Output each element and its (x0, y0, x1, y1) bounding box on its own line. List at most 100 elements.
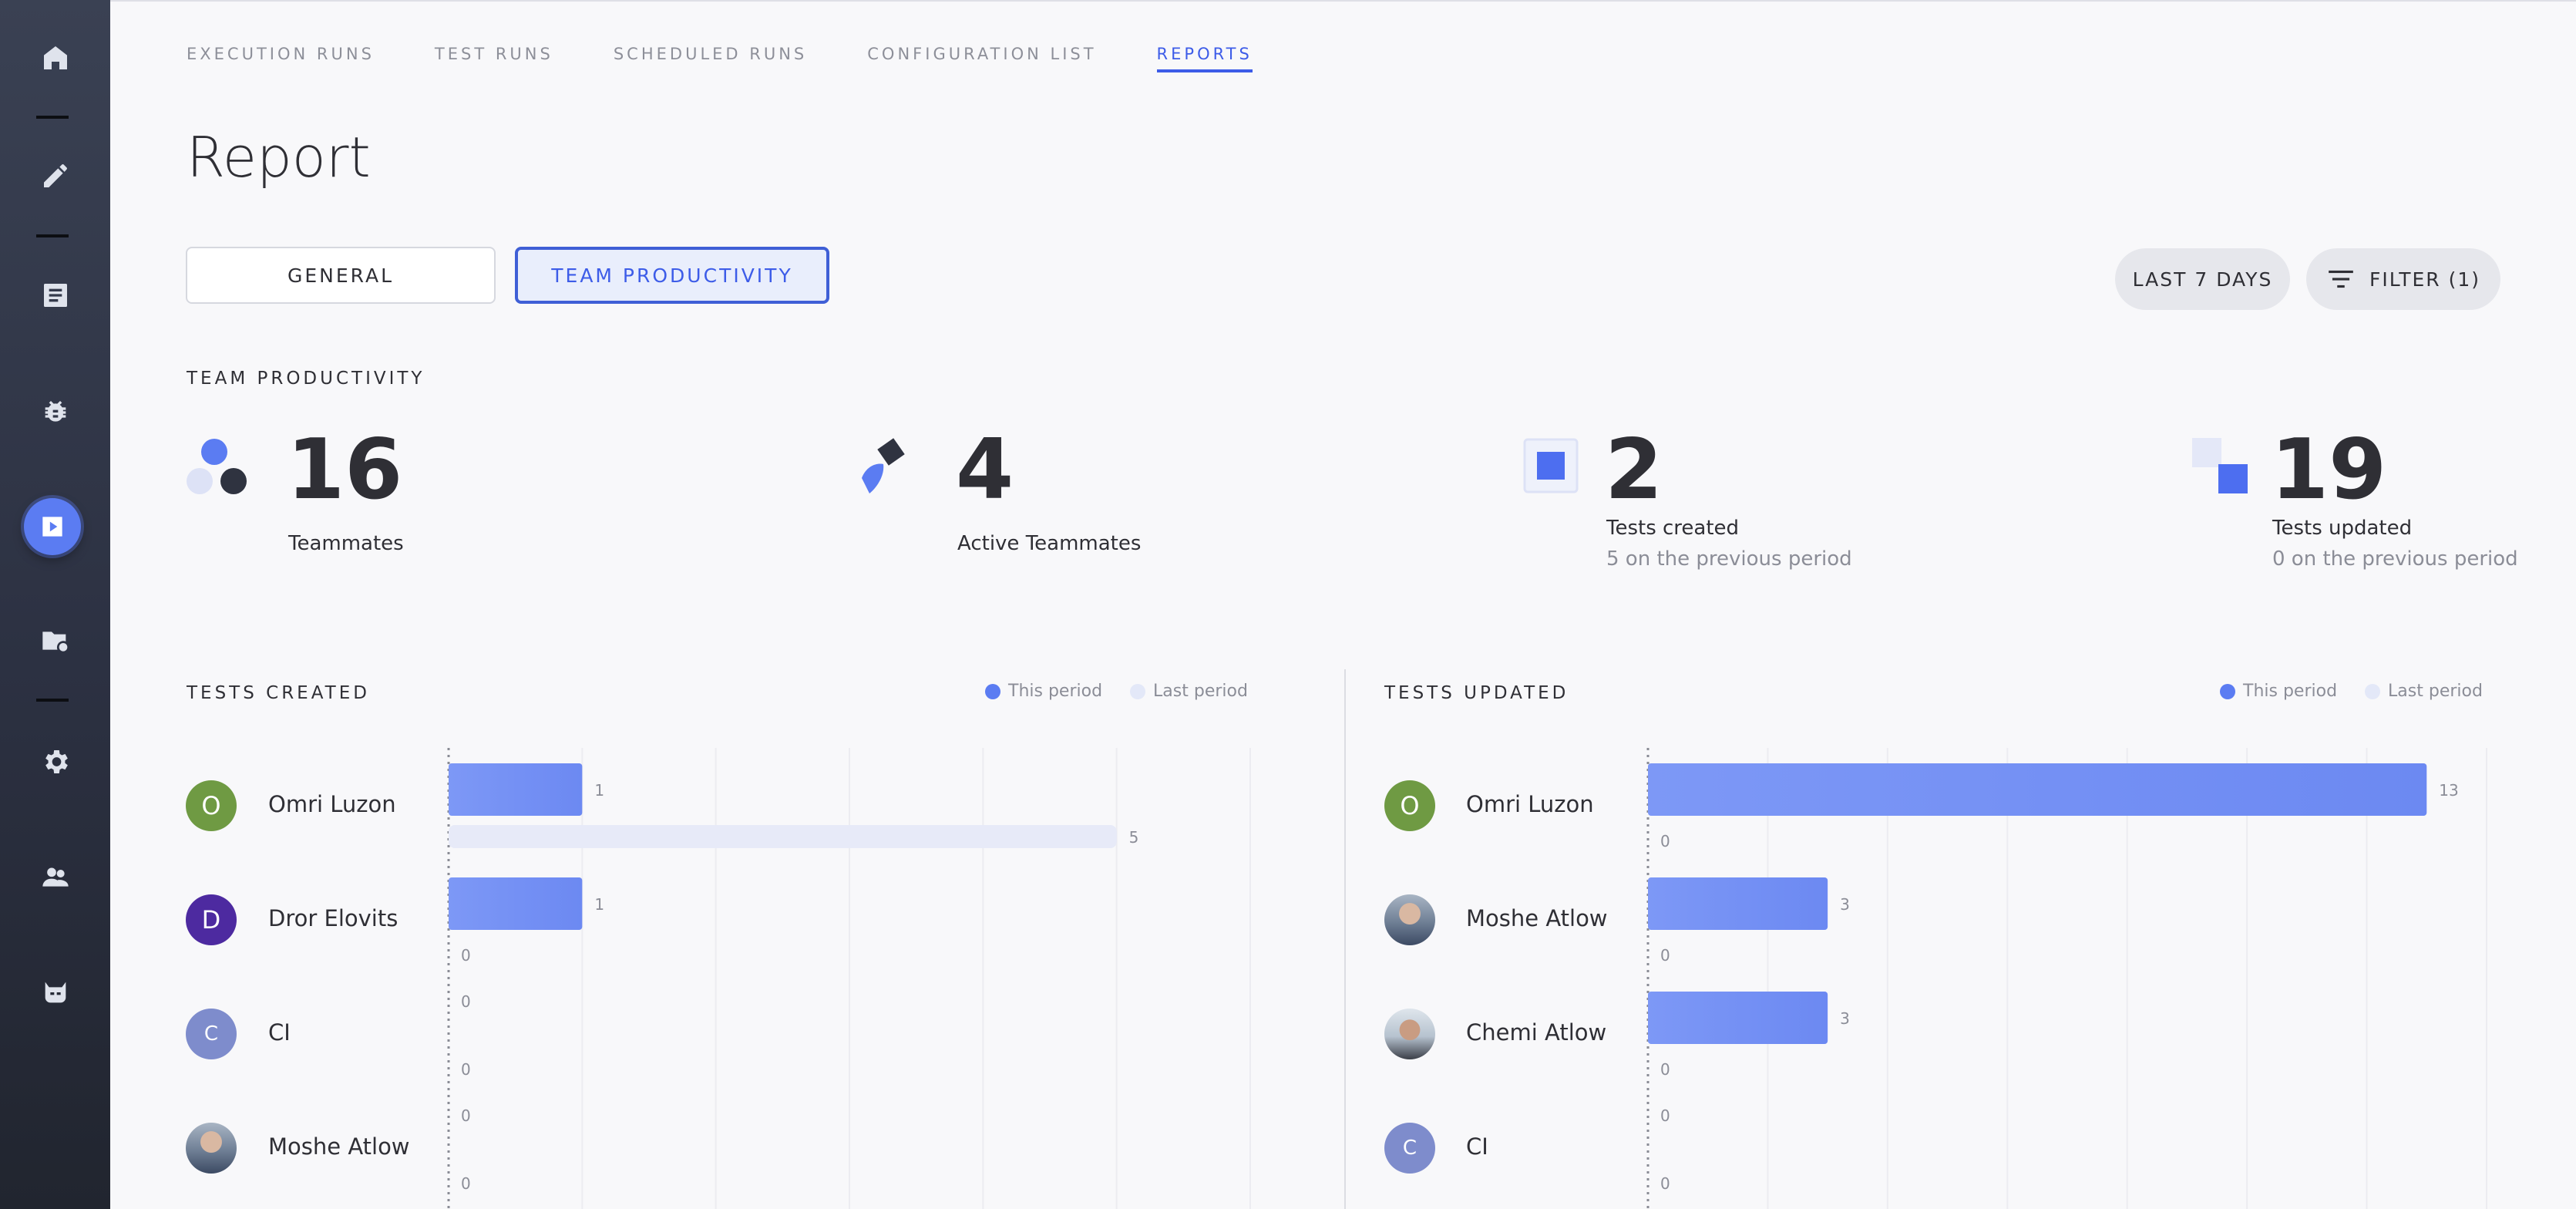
tests-updated-count: 19 (2271, 422, 2387, 518)
list-icon (43, 284, 67, 307)
tab-execution-runs[interactable]: EXECUTION RUNS (187, 45, 375, 63)
nav-editor[interactable] (0, 149, 110, 203)
nav-home[interactable] (0, 31, 110, 85)
bar-this-period (449, 877, 583, 930)
tests-updated-row-name: CI (1466, 1133, 1488, 1160)
bar-this-period (1648, 877, 1828, 930)
bar-value-label: 5 (1129, 828, 1139, 847)
avatar (186, 1123, 237, 1174)
bug-icon (45, 401, 66, 422)
tests-created-label: Tests created (1606, 517, 1740, 540)
nav-project-settings[interactable] (0, 614, 110, 668)
charts-divider (1344, 669, 1346, 1209)
filter-icon (2329, 270, 2353, 288)
tests-created-chart-title: TESTS CREATED (187, 683, 370, 703)
avatar: O (186, 780, 237, 831)
nav-runs[interactable] (24, 498, 81, 555)
tests-updated-row-name: Omri Luzon (1466, 791, 1594, 817)
nav-settings[interactable] (0, 735, 110, 789)
active-teammates-icon (862, 438, 905, 493)
bar-last-period (449, 825, 1117, 848)
bar-this-period (449, 763, 583, 816)
nav-bugs[interactable] (0, 386, 110, 439)
gear-icon (45, 750, 68, 773)
legend-label: This period (1008, 682, 1103, 701)
tests-updated-legend: This period Last period (2220, 682, 2510, 701)
page-title: Report (187, 125, 371, 190)
tests-created-row-name: Moshe Atlow (268, 1133, 410, 1160)
sidebar-divider (36, 234, 69, 237)
bar-value-label: 0 (1660, 1174, 1670, 1193)
tests-created-previous: 5 on the previous period (1606, 547, 1852, 571)
legend-label: Last period (2388, 682, 2483, 701)
tests-created-legend: This period Last period (985, 682, 1276, 701)
folder-settings-icon (42, 631, 67, 652)
tab-reports[interactable]: REPORTS (1156, 45, 1253, 72)
bar-value-label: 0 (461, 1106, 471, 1125)
bar-value-label: 1 (594, 781, 604, 800)
tab-scheduled-runs[interactable]: SCHEDULED RUNS (613, 45, 808, 63)
legend-dot (1130, 683, 1146, 699)
legend-label: Last period (1153, 682, 1248, 701)
tests-created-row-name: CI (268, 1019, 291, 1046)
avatar-initial: D (201, 905, 221, 935)
bar-this-period (1648, 992, 1828, 1044)
tab-test-runs[interactable]: TEST RUNS (434, 45, 553, 63)
legend-last-period: Last period (1130, 682, 1248, 701)
legend-this-period: This period (2220, 682, 2337, 701)
tests-updated-chart-title: TESTS UPDATED (1384, 683, 1569, 703)
tests-created-icon (1523, 438, 1579, 493)
home-icon (43, 46, 67, 69)
tests-updated-previous: 0 on the previous period (2272, 547, 2518, 571)
play-icon (42, 517, 62, 537)
top-tabs: EXECUTION RUNS TEST RUNS SCHEDULED RUNS … (187, 45, 1313, 72)
tests-created-row-name: Dror Elovits (268, 905, 399, 931)
avatar (1384, 1009, 1435, 1059)
bar-value-label: 0 (461, 1174, 471, 1193)
avatar-initial: O (1400, 791, 1420, 820)
bar-value-label: 0 (1660, 832, 1670, 850)
bar-value-label: 3 (1840, 895, 1850, 914)
avatar (1384, 894, 1435, 945)
team-productivity-button[interactable]: TEAM PRODUCTIVITY (515, 247, 829, 304)
bar-value-label: 3 (1840, 1009, 1850, 1028)
nav-extension[interactable] (0, 965, 110, 1019)
nav-tests[interactable] (0, 268, 110, 322)
tests-updated-row-name: Chemi Atlow (1466, 1019, 1607, 1046)
pencil-icon (43, 164, 67, 187)
avatar-initial: O (201, 791, 221, 820)
active-teammates-label: Active Teammates (957, 532, 1142, 555)
sidebar-divider (36, 116, 69, 119)
avatar-initial: C (1402, 1137, 1417, 1160)
tests-created-row-name: Omri Luzon (268, 791, 396, 817)
bar-value-label: 1 (594, 895, 604, 914)
tests-created-count: 2 (1605, 422, 1663, 518)
sidebar (0, 0, 110, 1209)
avatar: C (1384, 1123, 1435, 1174)
avatar: D (186, 894, 237, 945)
avatar: O (1384, 780, 1435, 831)
legend-last-period: Last period (2365, 682, 2483, 701)
tests-updated-chart: 13 0 3 0 3 0 0 0 (1646, 748, 2487, 1209)
filter-button[interactable]: FILTER (1) (2306, 248, 2500, 310)
period-button[interactable]: LAST 7 DAYS (2115, 248, 2290, 310)
bar-this-period (1648, 763, 2427, 816)
avatar-initial: C (203, 1022, 219, 1046)
team-icon (42, 867, 69, 887)
bar-value-label: 0 (1660, 946, 1670, 965)
avatar: C (186, 1009, 237, 1059)
nav-team[interactable] (0, 850, 110, 904)
bar-value-label: 0 (1660, 1060, 1670, 1079)
top-border (110, 0, 2576, 2)
stats-section-title: TEAM PRODUCTIVITY (187, 369, 425, 389)
bar-value-label: 0 (1660, 1106, 1670, 1125)
tests-updated-row-name: Moshe Atlow (1466, 905, 1608, 931)
tests-updated-label: Tests updated (2272, 517, 2413, 540)
tests-created-chart: 1 5 1 0 0 0 0 0 (447, 748, 1251, 1209)
tab-configuration-list[interactable]: CONFIGURATION LIST (867, 45, 1097, 63)
mask-icon (45, 982, 66, 1003)
teammates-label: Teammates (288, 532, 404, 555)
legend-label: This period (2243, 682, 2338, 701)
general-button[interactable]: GENERAL (186, 247, 496, 304)
filter-label: FILTER (1) (2369, 268, 2481, 291)
